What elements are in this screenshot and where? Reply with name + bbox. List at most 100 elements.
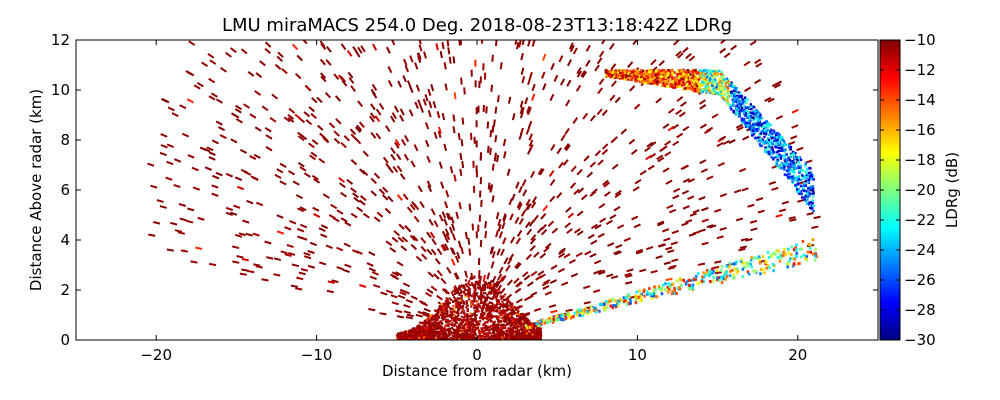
ldr-cell <box>561 281 569 287</box>
ldr-cell <box>422 311 430 316</box>
ldr-cell <box>740 117 744 120</box>
ldr-cell <box>645 292 649 297</box>
ldr-cell <box>565 99 571 107</box>
ldr-cell <box>324 91 332 99</box>
ldr-cell <box>506 168 511 176</box>
ldr-cell <box>556 192 563 199</box>
ldr-cell <box>609 214 617 220</box>
ldr-cell <box>773 83 781 89</box>
ldr-cell <box>682 205 690 210</box>
ldr-cell <box>566 59 573 67</box>
ldr-cell <box>770 156 773 159</box>
ldr-cell <box>679 101 687 107</box>
ldr-cell <box>593 289 601 293</box>
ldr-cell <box>466 328 469 331</box>
ldr-cell <box>303 111 311 118</box>
ldr-cell <box>764 96 772 102</box>
ldr-cell <box>415 255 423 262</box>
ldr-cell <box>523 274 531 281</box>
ldr-cell <box>469 283 472 286</box>
ldr-cell <box>423 307 431 313</box>
ldr-cell <box>382 194 389 201</box>
ldr-cell <box>757 255 761 259</box>
ldr-cell <box>325 59 332 66</box>
ldr-cell <box>743 98 747 101</box>
ldr-cell <box>457 309 460 312</box>
ldr-cell <box>813 258 817 262</box>
ldr-cell <box>472 296 476 299</box>
ldr-cell <box>473 314 476 317</box>
ldr-cell <box>767 97 775 103</box>
ldr-cell <box>490 292 493 295</box>
ldr-cell <box>752 133 755 136</box>
ldr-cell <box>487 182 491 190</box>
ldr-cell <box>513 326 516 329</box>
ldr-cell <box>713 208 722 213</box>
ldr-cell <box>708 279 712 284</box>
ldr-cell <box>525 127 531 135</box>
ldr-cell <box>714 69 717 72</box>
ldr-cell <box>520 335 523 338</box>
ldr-cell <box>462 286 465 289</box>
ldr-cell <box>418 334 421 337</box>
ldr-cell <box>735 123 743 129</box>
ldr-cell <box>207 52 215 59</box>
ldr-cell <box>512 324 515 328</box>
ldr-cell <box>358 168 366 175</box>
ldr-cell <box>493 326 496 330</box>
ldr-cell <box>614 192 622 198</box>
ldr-cell <box>478 285 481 288</box>
ldr-cell <box>433 323 436 326</box>
ldr-cell <box>728 83 731 86</box>
ldr-cell <box>782 145 785 148</box>
ldr-cell <box>540 223 547 231</box>
ldr-cell <box>478 336 482 339</box>
ldr-cell <box>490 313 493 316</box>
ldr-cell <box>481 284 485 287</box>
ldr-cell <box>492 323 495 326</box>
ldr-cell <box>420 237 427 244</box>
ldr-cell <box>581 71 588 78</box>
ldr-cell <box>768 144 771 147</box>
ldr-cell <box>529 237 537 245</box>
ldr-cell <box>255 265 263 269</box>
ldr-cell <box>511 332 514 335</box>
ldr-cell <box>663 237 671 242</box>
ldr-cell <box>519 328 522 331</box>
ldr-cell <box>457 329 460 332</box>
ldr-cell <box>614 189 622 196</box>
ldr-cell <box>473 332 476 335</box>
ldr-cell <box>422 313 430 318</box>
ldr-cell <box>796 158 799 162</box>
ldr-cell <box>269 116 277 123</box>
ldr-cell <box>211 139 219 145</box>
ldr-cell <box>476 322 479 325</box>
ldr-cell <box>475 321 478 324</box>
ldr-cell <box>513 305 516 308</box>
ldr-cell <box>789 146 793 149</box>
ldr-cell <box>496 334 500 337</box>
ldr-cell <box>431 238 437 246</box>
ldr-cell <box>440 316 443 319</box>
ldr-cell <box>492 119 496 127</box>
ldr-cell <box>459 168 463 177</box>
ldr-cell <box>732 276 736 280</box>
ldr-cell <box>493 286 496 289</box>
ldr-cell <box>465 314 468 317</box>
ldr-cell <box>778 252 782 256</box>
ldr-cell <box>637 295 641 300</box>
ldr-cell <box>783 168 786 171</box>
ldr-cell <box>473 300 476 303</box>
ldr-cell <box>444 304 447 307</box>
ldr-cell <box>566 228 573 234</box>
ldr-cell <box>204 166 213 171</box>
ldr-cell <box>521 179 527 187</box>
ldr-cell <box>746 264 750 268</box>
ldr-cell <box>465 299 468 303</box>
ldr-cell <box>599 217 607 223</box>
ldr-cell <box>718 79 721 82</box>
ldr-cell <box>479 331 482 334</box>
ldr-cell <box>583 308 587 312</box>
ldr-cell <box>466 336 469 339</box>
ldr-cell <box>766 128 769 131</box>
